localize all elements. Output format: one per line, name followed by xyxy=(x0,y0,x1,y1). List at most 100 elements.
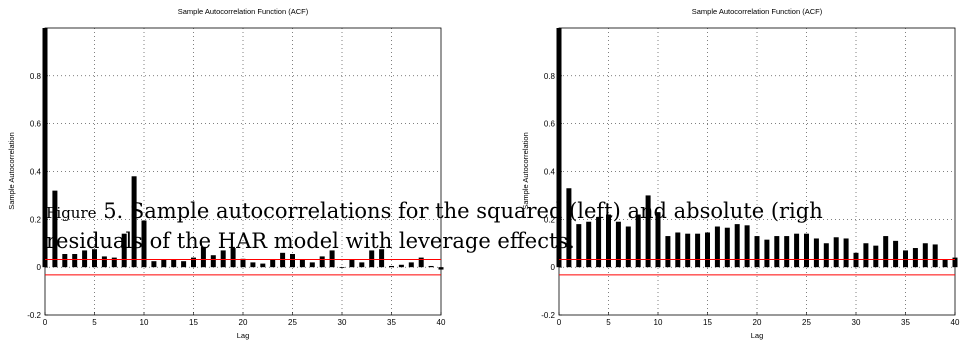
y-tick-label: 0.8 xyxy=(544,72,556,81)
acf-bar xyxy=(556,28,562,268)
acf-bar xyxy=(883,236,889,268)
y-tick-label: 0 xyxy=(37,263,42,272)
y-tick-label: 0.4 xyxy=(30,168,42,177)
acf-bar xyxy=(774,236,780,268)
y-axis-label: Sample Autocorrelation xyxy=(7,132,16,210)
acf-bar xyxy=(52,190,58,268)
acf-bar xyxy=(843,238,849,268)
acf-bar xyxy=(72,254,78,268)
acf-chart-right: Sample Autocorrelation Function (ACF) 0 5… xyxy=(521,7,960,340)
acf-bar xyxy=(260,263,266,268)
acf-bar xyxy=(705,232,710,268)
acf-bar xyxy=(863,243,869,268)
x-tick-label: 35 xyxy=(387,318,396,327)
acf-bar xyxy=(566,188,572,268)
acf-bar xyxy=(764,239,770,268)
caption-line-2: residuals of the HAR model with leverage… xyxy=(46,229,575,253)
y-tick-labels: -0.2 0 0.2 0.4 0.6 0.8 xyxy=(27,72,48,320)
y-tick-label: 0.2 xyxy=(544,215,556,224)
acf-bar xyxy=(309,262,315,268)
x-tick-label: 15 xyxy=(189,318,198,327)
acf-bar xyxy=(398,264,404,268)
y-tick-label: 0.8 xyxy=(30,72,42,81)
y-tick-label: -0.2 xyxy=(27,311,41,320)
acf-bar xyxy=(596,216,602,268)
acf-bar xyxy=(408,262,414,268)
acf-bar xyxy=(635,214,641,268)
acf-bar xyxy=(290,254,295,268)
x-tick-label: 20 xyxy=(239,318,248,327)
acf-bar xyxy=(903,250,908,268)
x-axis-label: Lag xyxy=(751,331,764,340)
acf-bar xyxy=(675,232,681,268)
acf-bar xyxy=(210,255,216,268)
acf-bar xyxy=(893,240,899,268)
caption-figure-label: Figure xyxy=(46,204,97,222)
acf-bar xyxy=(942,259,948,268)
confidence-bounds xyxy=(45,259,441,276)
x-tick-label: 30 xyxy=(338,318,347,327)
acf-bar xyxy=(389,265,394,268)
acf-bar xyxy=(714,226,720,268)
acf-bar xyxy=(349,259,355,268)
acf-bar xyxy=(92,249,97,268)
acf-bar xyxy=(379,249,385,268)
acf-chart-left: Sample Autocorrelation Function (ACF) 0 5… xyxy=(7,7,446,340)
y-tick-label: 0 xyxy=(551,263,556,272)
acf-bar xyxy=(339,267,345,268)
acf-bar xyxy=(586,221,592,268)
acf-bar xyxy=(428,265,434,268)
acf-bar xyxy=(191,257,196,268)
x-tick-label: 30 xyxy=(852,318,861,327)
acf-bar xyxy=(359,262,365,268)
acf-bar xyxy=(685,233,691,268)
x-tick-label: 40 xyxy=(951,318,960,327)
acf-bar xyxy=(240,258,246,268)
x-tick-label: 35 xyxy=(901,318,910,327)
acf-bar xyxy=(813,238,819,268)
acf-bar xyxy=(82,250,88,268)
acf-bar xyxy=(734,224,740,268)
y-tick-label: 0.6 xyxy=(544,120,556,129)
acf-bar xyxy=(42,28,48,268)
x-tick-label: 0 xyxy=(43,318,48,327)
acf-bar xyxy=(121,233,127,268)
confidence-bounds xyxy=(559,259,955,276)
x-tick-label: 25 xyxy=(288,318,297,327)
acf-bar xyxy=(794,233,800,268)
acf-bar xyxy=(833,237,839,268)
acf-bar xyxy=(724,227,730,268)
y-tick-label: -0.2 xyxy=(541,311,555,320)
x-tick-label: 10 xyxy=(140,318,149,327)
acf-bar xyxy=(804,233,809,268)
acf-bar xyxy=(912,248,918,268)
acf-bar xyxy=(438,267,444,270)
chart-title: Sample Autocorrelation Function (ACF) xyxy=(178,7,309,16)
acf-bar xyxy=(101,256,107,268)
x-tick-label: 10 xyxy=(654,318,663,327)
acf-bar xyxy=(606,214,611,268)
acf-bar xyxy=(823,243,829,268)
acf-bar xyxy=(625,226,631,268)
y-axis-label: Sample Autocorrelation xyxy=(521,132,530,210)
acf-bar xyxy=(171,259,177,268)
x-axis-label: Lag xyxy=(237,331,250,340)
acf-bar xyxy=(952,257,958,268)
acf-bar xyxy=(230,248,236,268)
y-tick-labels: -0.2 0 0.2 0.4 0.6 0.8 xyxy=(541,72,562,320)
acf-bar xyxy=(369,250,375,268)
y-tick-label: 0.2 xyxy=(30,215,42,224)
x-tick-label: 20 xyxy=(753,318,762,327)
y-tick-label: 0.4 xyxy=(544,168,556,177)
acf-bar xyxy=(161,259,167,268)
x-tick-label: 5 xyxy=(606,318,611,327)
x-tick-label: 0 xyxy=(557,318,562,327)
acf-bar xyxy=(319,256,325,268)
x-tick-labels: 0 5 10 15 20 25 30 35 40 xyxy=(557,312,960,327)
acf-bar xyxy=(220,250,226,268)
x-tick-labels: 0 5 10 15 20 25 30 35 40 xyxy=(43,312,446,327)
acf-bar xyxy=(665,236,671,268)
acf-bar xyxy=(932,244,938,268)
acf-bar xyxy=(329,250,335,268)
